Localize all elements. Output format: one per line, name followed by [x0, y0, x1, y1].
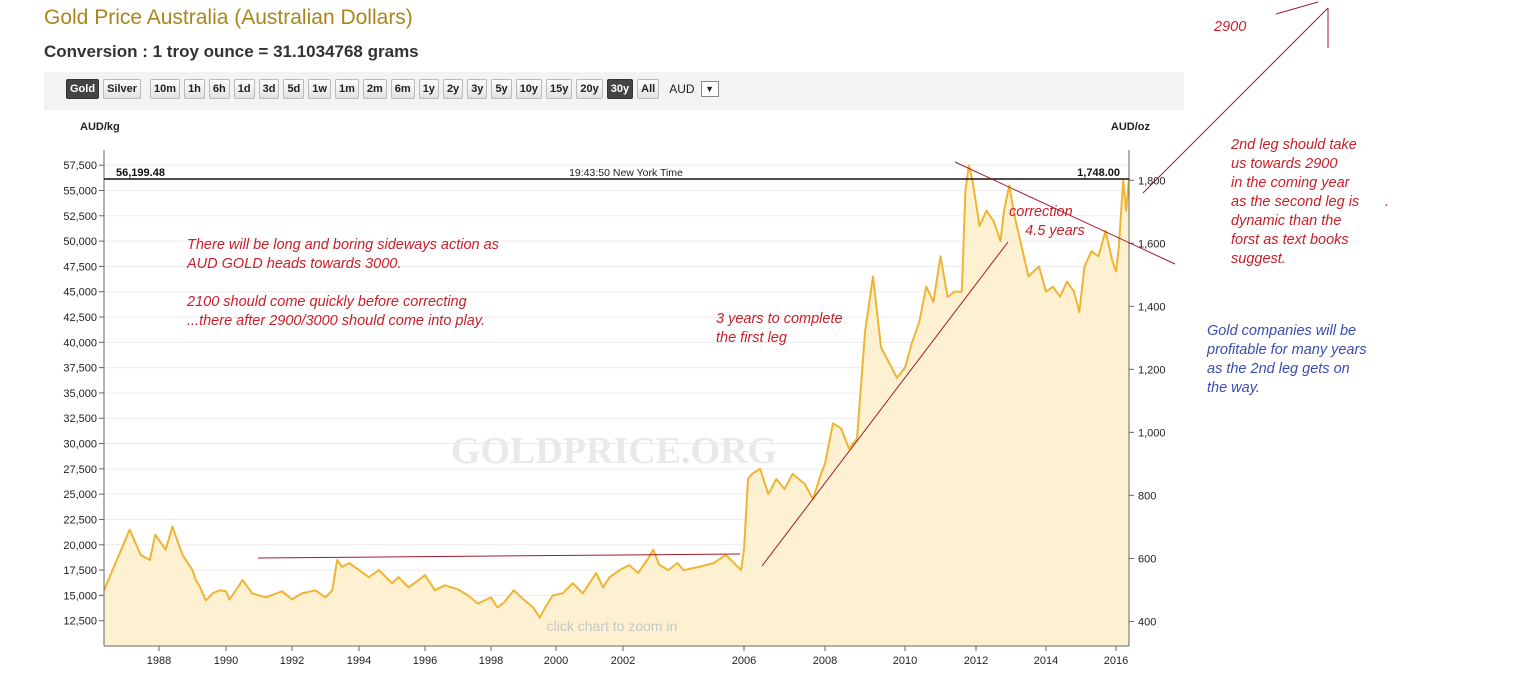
x-tick-label: 1994: [347, 655, 371, 667]
currency-select[interactable]: AUD ▼: [669, 81, 719, 97]
y2-tick-label: 1,800: [1138, 175, 1166, 187]
y-tick-label: 20,000: [63, 540, 97, 552]
y-tick-label: 22,500: [63, 514, 97, 526]
conversion-subtitle: Conversion : 1 troy ounce = 31.1034768 g…: [44, 42, 419, 61]
first-leg-trendline: [761, 241, 1009, 567]
y2-tick-label: 1,400: [1138, 301, 1166, 313]
y-tick-label: 47,500: [63, 261, 97, 273]
watermark: GOLDPRICE.ORG: [451, 430, 777, 472]
range-6h-button[interactable]: 6h: [208, 79, 230, 99]
range-3y-button[interactable]: 3y: [467, 79, 488, 99]
y-tick-label: 37,500: [63, 363, 97, 375]
right-axis-unit: AUD/oz: [1111, 121, 1151, 133]
price-series: [103, 164, 1130, 646]
y-tick-label: 50,000: [63, 236, 97, 248]
price-area-fill: [104, 165, 1129, 646]
y-tick-label: 40,000: [63, 337, 97, 349]
annotation-dot: .: [1385, 194, 1390, 210]
x-tick-label: 2012: [964, 655, 988, 667]
y-tick-label: 35,000: [63, 388, 97, 400]
arrow-head-left: [1275, 1, 1319, 15]
y-tick-label: 25,000: [63, 489, 97, 501]
current-price-oz: 1,748.00: [1077, 167, 1120, 179]
support-line: [257, 553, 741, 559]
y-tick-label: 12,500: [63, 616, 97, 628]
gold-companies-annotation: Gold companies will be profitable for ma…: [1207, 323, 1367, 396]
range-all-button[interactable]: All: [637, 79, 660, 99]
range-5y-button[interactable]: 5y: [491, 79, 512, 99]
y2-tick-label: 600: [1138, 553, 1156, 565]
y-tick-label: 15,000: [63, 590, 97, 602]
y-tick-label: 27,500: [63, 464, 97, 476]
x-tick-label: 2014: [1034, 655, 1058, 667]
price-line: [103, 164, 1130, 619]
timestamp: 19:43:50 New York Time: [569, 167, 683, 179]
y-tick-label: 42,500: [63, 312, 97, 324]
chevron-down-icon[interactable]: ▼: [700, 81, 719, 97]
y-tick-label: 32,500: [63, 413, 97, 425]
x-tick-label: 2016: [1104, 655, 1128, 667]
range-5d-button[interactable]: 5d: [283, 79, 305, 99]
chart-toolbar: Gold Silver 10m 1h 6h 1d 3d 5d 1w 1m 2m …: [66, 79, 719, 99]
x-tick-label: 2000: [544, 655, 568, 667]
zoom-hint: click chart to zoom in: [547, 618, 678, 634]
y2-tick-label: 1,600: [1138, 238, 1166, 250]
y2-tick-label: 800: [1138, 490, 1156, 502]
y-tick-label: 55,000: [63, 185, 97, 197]
range-10y-button[interactable]: 10y: [515, 79, 543, 99]
range-30y-button[interactable]: 30y: [606, 79, 634, 99]
correction-trendline: [954, 161, 1176, 265]
y2-tick-label: 1,200: [1138, 364, 1166, 376]
second-leg-arrow-shaft: [1142, 7, 1329, 194]
x-tick-label: 2006: [732, 655, 756, 667]
x-tick-label: 1988: [147, 655, 171, 667]
range-1y-button[interactable]: 1y: [418, 79, 439, 99]
axes: 12,500 15,000 17,500 20,000 22,500 25,000 27,5…: [63, 150, 1166, 667]
y-tick-label: 57,500: [63, 160, 97, 172]
range-10m-button[interactable]: 10m: [150, 79, 181, 99]
page-title: Gold Price Australia (Australian Dollars…: [44, 6, 413, 29]
y-tick-label: 30,000: [63, 439, 97, 451]
x-tick-label: 1992: [280, 655, 304, 667]
metal-silver-button[interactable]: Silver: [103, 79, 142, 99]
x-tick-label: 2010: [893, 655, 917, 667]
x-tick-label: 1990: [214, 655, 238, 667]
range-15y-button[interactable]: 15y: [546, 79, 573, 99]
x-tick-label: 1998: [479, 655, 503, 667]
x-tick-label: 2008: [813, 655, 837, 667]
correction-annotation: correction 4.5 years: [1009, 204, 1085, 239]
y-tick-label: 52,500: [63, 211, 97, 223]
first-leg-annotation: 3 years to complete the first leg: [716, 311, 843, 346]
second-leg-annotation: 2nd leg should take us towards 2900 in t…: [1231, 137, 1360, 267]
range-2y-button[interactable]: 2y: [442, 79, 464, 99]
x-tick-label: 2002: [611, 655, 635, 667]
current-price-kg: 56,199.48: [116, 167, 165, 179]
y-tick-label: 45,000: [63, 287, 97, 299]
range-1w-button[interactable]: 1w: [308, 79, 331, 99]
target-annotation: 2900: [1214, 19, 1247, 35]
range-6m-button[interactable]: 6m: [390, 79, 415, 99]
metal-gold-button[interactable]: Gold: [66, 79, 100, 99]
left-axis-unit: AUD/kg: [80, 121, 120, 133]
range-1m-button[interactable]: 1m: [334, 79, 359, 99]
y2-tick-label: 400: [1138, 616, 1156, 628]
currency-select-value: AUD: [669, 82, 695, 96]
y-tick-label: 17,500: [63, 565, 97, 577]
range-2m-button[interactable]: 2m: [362, 79, 387, 99]
range-3d-button[interactable]: 3d: [258, 79, 280, 99]
range-20y-button[interactable]: 20y: [576, 79, 603, 99]
x-tick-label: 1996: [413, 655, 437, 667]
sideways-annotation: There will be long and boring sideways a…: [187, 237, 499, 329]
range-1h-button[interactable]: 1h: [184, 79, 205, 99]
y2-tick-label: 1,000: [1138, 427, 1166, 439]
range-1d-button[interactable]: 1d: [233, 79, 255, 99]
